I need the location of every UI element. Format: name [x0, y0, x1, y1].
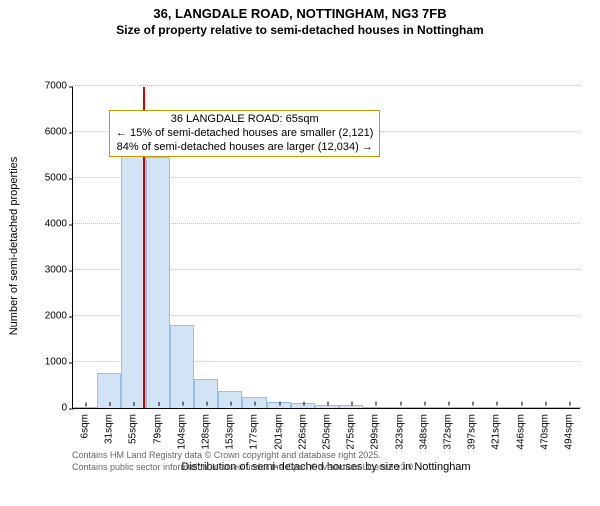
- y-tick: 4000: [45, 219, 73, 230]
- x-tick: 397sqm: [467, 408, 478, 450]
- x-tick: 6sqm: [80, 408, 91, 438]
- plot-area: 36 LANGDALE ROAD: 65sqm ← 15% of semi-de…: [72, 87, 580, 409]
- y-tick: 7000: [45, 81, 73, 92]
- y-tick: 1000: [45, 357, 73, 368]
- x-tick: 177sqm: [249, 408, 260, 450]
- attribution-line2: Contains public sector information licen…: [72, 462, 416, 474]
- x-tick: 372sqm: [442, 408, 453, 450]
- y-tick: 2000: [45, 311, 73, 322]
- attribution-line1: Contains HM Land Registry data © Crown c…: [72, 450, 416, 462]
- x-tick: 226sqm: [297, 408, 308, 450]
- y-tick: 5000: [45, 173, 73, 184]
- annotation-line1: 36 LANGDALE ROAD: 65sqm: [116, 113, 373, 127]
- histogram-bar: [121, 155, 145, 408]
- chart-title: 36, LANGDALE ROAD, NOTTINGHAM, NG3 7FB: [0, 6, 600, 21]
- x-tick: 201sqm: [273, 408, 284, 450]
- gridline: [73, 85, 580, 86]
- x-tick: 421sqm: [491, 408, 502, 450]
- annotation-line3: 84% of semi-detached houses are larger (…: [116, 141, 373, 155]
- histogram-bar: [170, 325, 194, 408]
- y-tick: 6000: [45, 127, 73, 138]
- y-tick: 0: [61, 403, 73, 414]
- x-tick: 275sqm: [346, 408, 357, 450]
- x-tick: 446sqm: [515, 408, 526, 450]
- y-tick: 3000: [45, 265, 73, 276]
- x-tick: 470sqm: [539, 408, 550, 450]
- x-tick: 31sqm: [104, 408, 115, 444]
- x-tick: 104sqm: [176, 408, 187, 450]
- x-tick: 250sqm: [322, 408, 333, 450]
- histogram-bar: [146, 157, 170, 408]
- annotation-box: 36 LANGDALE ROAD: 65sqm ← 15% of semi-de…: [109, 110, 380, 157]
- annotation-line2: ← 15% of semi-detached houses are smalle…: [116, 127, 373, 141]
- chart-subtitle: Size of property relative to semi-detach…: [0, 23, 600, 37]
- x-tick: 153sqm: [225, 408, 236, 450]
- attribution: Contains HM Land Registry data © Crown c…: [72, 450, 416, 473]
- x-tick: 128sqm: [201, 408, 212, 450]
- x-tick: 348sqm: [418, 408, 429, 450]
- x-tick: 494sqm: [563, 408, 574, 450]
- y-axis-label: Number of semi-detached properties: [8, 146, 20, 346]
- x-tick: 79sqm: [152, 408, 163, 444]
- x-tick: 55sqm: [128, 408, 139, 444]
- x-tick: 323sqm: [394, 408, 405, 450]
- x-tick: 299sqm: [370, 408, 381, 450]
